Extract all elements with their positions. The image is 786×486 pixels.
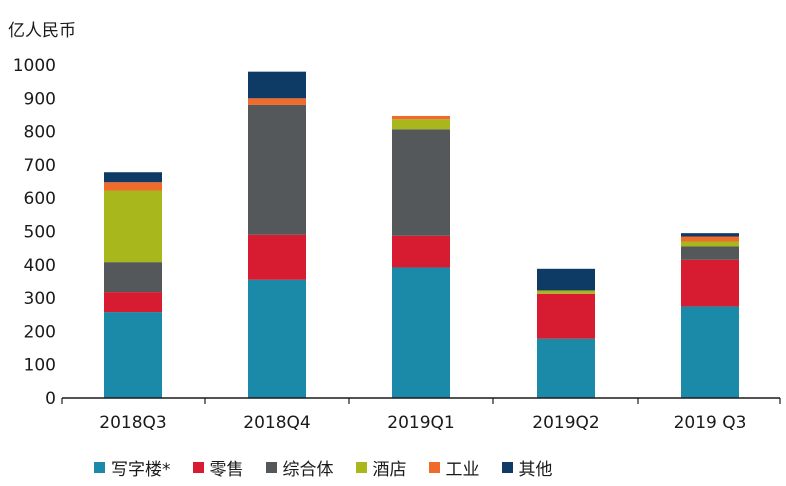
y-tick-label: 600	[24, 189, 56, 209]
legend-label: 其他	[518, 460, 553, 480]
bar-segment	[248, 279, 306, 398]
bar-segment	[104, 292, 162, 313]
bar-segment	[537, 338, 595, 398]
legend-item: 工业	[428, 455, 480, 480]
bar-segment	[681, 236, 739, 242]
bar-segment	[392, 267, 450, 398]
legend-swatch	[501, 462, 513, 473]
bar-segment	[681, 241, 739, 247]
legend-swatch	[428, 462, 440, 473]
bar-segment	[392, 129, 450, 236]
y-tick-label: 0	[45, 389, 56, 409]
bar-segment	[392, 119, 450, 130]
y-tick-label: 500	[24, 223, 56, 243]
bar-segment	[681, 233, 739, 237]
x-tick-label: 2019Q1	[387, 413, 454, 433]
bar-segment	[537, 290, 595, 294]
bar-segment	[681, 259, 739, 307]
legend-swatch	[192, 462, 204, 473]
bar-segment	[104, 182, 162, 191]
legend-label: 工业	[445, 460, 480, 480]
bar-segment	[681, 306, 739, 398]
bar-segment	[248, 71, 306, 99]
legend-label: 零售	[209, 460, 244, 480]
legend-swatch	[355, 462, 367, 473]
legend-item: 其他	[501, 455, 553, 480]
bar-segment	[104, 172, 162, 183]
bar-segment	[104, 312, 162, 398]
y-tick-label: 800	[24, 123, 56, 143]
y-unit-label: 亿人民币	[8, 21, 76, 41]
y-tick-label: 700	[24, 156, 56, 176]
y-tick-label: 900	[24, 89, 56, 109]
y-tick-label: 300	[24, 289, 56, 309]
legend-item: 酒店	[355, 455, 407, 480]
legend-label: 写字楼*	[111, 460, 171, 480]
bar-segment	[104, 190, 162, 263]
legend-label: 酒店	[372, 460, 407, 480]
bar-segment	[392, 235, 450, 268]
bar-segment	[537, 293, 595, 339]
y-tick-label: 1000	[13, 56, 56, 76]
legend-label: 综合体	[282, 460, 334, 480]
legend-swatch	[265, 462, 277, 473]
bar-segment	[104, 262, 162, 293]
y-tick-label: 100	[24, 356, 56, 376]
y-tick-label: 400	[24, 256, 56, 276]
bar-segment	[248, 104, 306, 235]
legend-item: 写字楼*	[94, 455, 171, 480]
bar-segment	[537, 268, 595, 291]
legend-item: 零售	[192, 455, 244, 480]
legend-item: 综合体	[265, 455, 334, 480]
bar-segment	[248, 234, 306, 280]
bar-segment	[681, 246, 739, 260]
x-tick-label: 2019 Q3	[674, 413, 747, 433]
legend-swatch	[94, 462, 105, 473]
x-tick-label: 2018Q4	[243, 413, 310, 433]
x-tick-label: 2019Q2	[532, 413, 599, 433]
bar-segment	[248, 98, 306, 105]
x-tick-label: 2018Q3	[99, 413, 166, 433]
legend: 写字楼* 零售 综合体 酒店 工业 其他	[94, 455, 575, 480]
bar-segment	[392, 115, 450, 120]
y-tick-label: 200	[24, 322, 56, 342]
